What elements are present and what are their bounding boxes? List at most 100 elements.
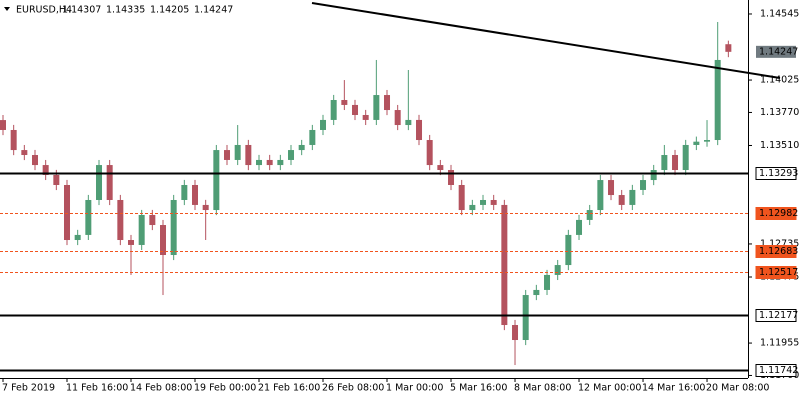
candle-body <box>693 141 700 145</box>
labels: EURUSD,H4 1.14307 1.14335 1.14205 1.14247 <box>4 5 233 16</box>
candle-body <box>96 165 103 200</box>
candle-body <box>320 119 327 130</box>
candle-body <box>74 234 81 241</box>
candle-body <box>64 184 71 241</box>
candle-body <box>394 110 401 126</box>
header-value: 1.14335 <box>106 5 145 16</box>
level-label: 1.12982 <box>759 208 798 219</box>
candle-body <box>416 119 423 141</box>
candle-body <box>352 104 359 115</box>
x-tick-label: 20 Mar 08:00 <box>706 383 769 394</box>
y-tick-label: 1.14545 <box>760 8 799 19</box>
candle-body <box>384 95 391 111</box>
candle-body <box>330 99 337 120</box>
candle-body <box>341 99 348 105</box>
candle-body <box>117 199 124 241</box>
candle-body <box>640 180 647 190</box>
candle-body <box>437 165 444 171</box>
candle-body <box>32 155 39 166</box>
level-label: 1.13293 <box>759 168 798 179</box>
last-price-box <box>756 45 796 58</box>
candle-body <box>181 184 188 200</box>
header-value: 1.14247 <box>194 5 233 16</box>
candle-body <box>565 234 572 266</box>
y-tick-label: 1.13510 <box>760 140 799 151</box>
candle-body <box>149 214 156 226</box>
candle-body <box>544 274 551 290</box>
candle-body <box>661 155 668 171</box>
candle-body <box>522 295 529 341</box>
candle-body <box>725 44 732 52</box>
level-label-box <box>755 167 797 180</box>
candle-body <box>554 265 561 275</box>
candle-body <box>53 174 60 185</box>
candle-body <box>629 189 636 205</box>
candle-body <box>480 199 487 205</box>
y-tick-label: 1.13770 <box>760 107 799 118</box>
level-label-box <box>755 207 797 220</box>
x-tick-label: 14 Mar 16:00 <box>642 383 705 394</box>
candle-body <box>448 170 455 185</box>
candle-body <box>533 289 540 296</box>
candle-body <box>576 219 583 235</box>
candle-body <box>192 184 199 205</box>
x-tick-label: 14 Feb 08:00 <box>130 383 192 394</box>
x-tick-label: 1 Mar 00:00 <box>386 383 443 394</box>
candle-body <box>266 159 273 166</box>
candle-body <box>608 180 615 196</box>
candle-body <box>288 150 295 160</box>
level-label: 1.11742 <box>759 365 798 376</box>
candle-body <box>138 214 145 245</box>
candle-body <box>501 204 508 326</box>
level-label-box <box>755 309 797 322</box>
level-label: 1.12177 <box>759 310 798 321</box>
y-tick-label: 1.12735 <box>760 238 799 249</box>
candle-body <box>256 159 263 166</box>
candle-body <box>224 150 231 160</box>
candle-body <box>298 144 305 151</box>
candle-body <box>469 204 476 211</box>
x-tick-label: 12 Mar 00:00 <box>578 383 641 394</box>
level-label-box <box>755 364 797 377</box>
candle-body <box>650 170 657 181</box>
candle-body <box>85 199 92 235</box>
header-value: 1.14205 <box>150 5 189 16</box>
candle-body <box>618 195 625 205</box>
candle-body <box>0 120 6 130</box>
level-label-box <box>755 266 797 279</box>
y-tick-label: 1.14025 <box>760 75 799 86</box>
candle-body <box>202 204 209 211</box>
candle-body <box>714 59 721 141</box>
candle-body <box>586 210 593 220</box>
x-tick-label: 19 Feb 00:00 <box>194 383 256 394</box>
level-label-box <box>755 245 797 258</box>
candle-body <box>458 184 465 211</box>
x-tick-label: 5 Mar 16:00 <box>450 383 507 394</box>
candle-body <box>309 129 316 145</box>
level-label: 1.12517 <box>759 267 798 278</box>
candle-body <box>10 129 17 151</box>
y-tick-label: 1.11955 <box>760 338 799 349</box>
x-tick-label: 26 Feb 08:00 <box>322 383 384 394</box>
symbol-icon <box>4 7 10 11</box>
trendline <box>311 2 781 79</box>
x-tick-label: 11 Feb 16:00 <box>66 383 128 394</box>
candle-body <box>170 199 177 256</box>
candle-body <box>213 150 220 211</box>
candle-body <box>21 150 28 156</box>
candle-body <box>106 165 113 200</box>
candle-body <box>672 155 679 171</box>
candle-body <box>128 240 135 245</box>
candle-body <box>405 119 412 126</box>
candle-body <box>362 114 369 120</box>
header-value: 1.14307 <box>62 5 101 16</box>
level-label: 1.12683 <box>759 246 798 257</box>
candle-body <box>373 95 380 120</box>
candle-body <box>597 180 604 211</box>
x-tick-label: 7 Feb 2019 <box>2 383 55 394</box>
chart-title: EURUSD,H4 <box>16 5 72 16</box>
candle-body <box>234 144 241 160</box>
candle-body <box>160 225 167 256</box>
